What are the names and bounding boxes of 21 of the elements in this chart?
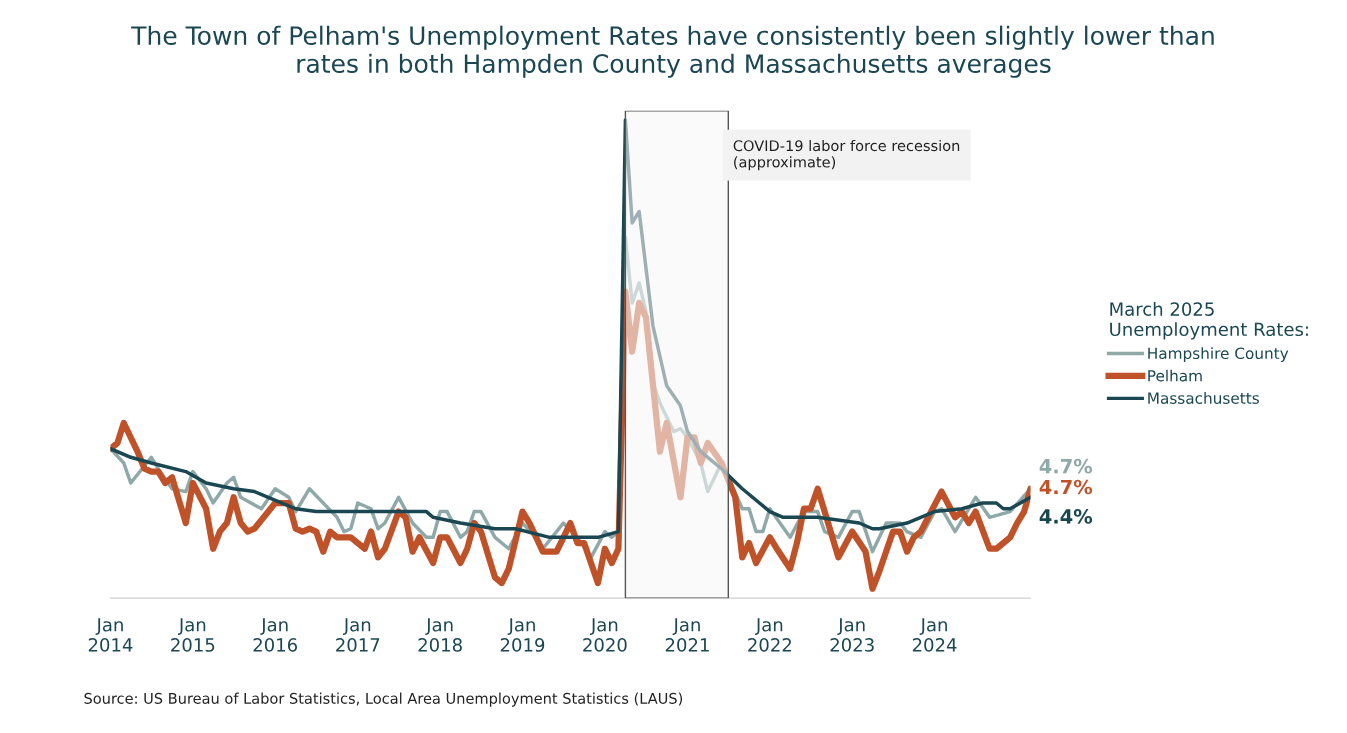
band-label: COVID-19 labor force recession (approximate) xyxy=(733,139,960,171)
data-label: 4.7% xyxy=(1039,458,1093,474)
x-tick-label: Jan 2014 xyxy=(88,618,133,652)
x-tick-label: Jan 2024 xyxy=(912,618,957,652)
x-tick-label: Jan 2020 xyxy=(583,618,627,652)
chart-title: The Town of Pelham's Unemployment Rates have consistently been slightly lower than rates in both Hampden County and Massachusetts averages xyxy=(131,25,1214,78)
legend-label: Massachusetts xyxy=(1148,392,1259,404)
data-label: 4.4% xyxy=(1039,509,1093,524)
legend-title: March 2025 Unemployment Rates: xyxy=(1110,301,1308,340)
x-tick-label: Jan 2019 xyxy=(500,618,545,652)
legend-label: Hampshire County xyxy=(1148,347,1289,363)
x-tick-label: Jan 2022 xyxy=(748,618,791,652)
source-note: Source: US Bureau of Labor Statistics, Local Area Unemployment Statistics (LAUS) xyxy=(84,692,683,707)
x-tick-label: Jan 2018 xyxy=(418,618,462,652)
x-tick-label: Jan 2023 xyxy=(830,618,874,652)
data-label: 4.7% xyxy=(1039,479,1093,495)
x-tick-label: Jan 2015 xyxy=(171,618,215,652)
legend-label: Pelham xyxy=(1148,369,1202,382)
x-tick-label: Jan 2017 xyxy=(336,618,380,652)
x-tick-label: Jan 2021 xyxy=(665,618,709,652)
x-tick-label: Jan 2016 xyxy=(253,618,298,652)
